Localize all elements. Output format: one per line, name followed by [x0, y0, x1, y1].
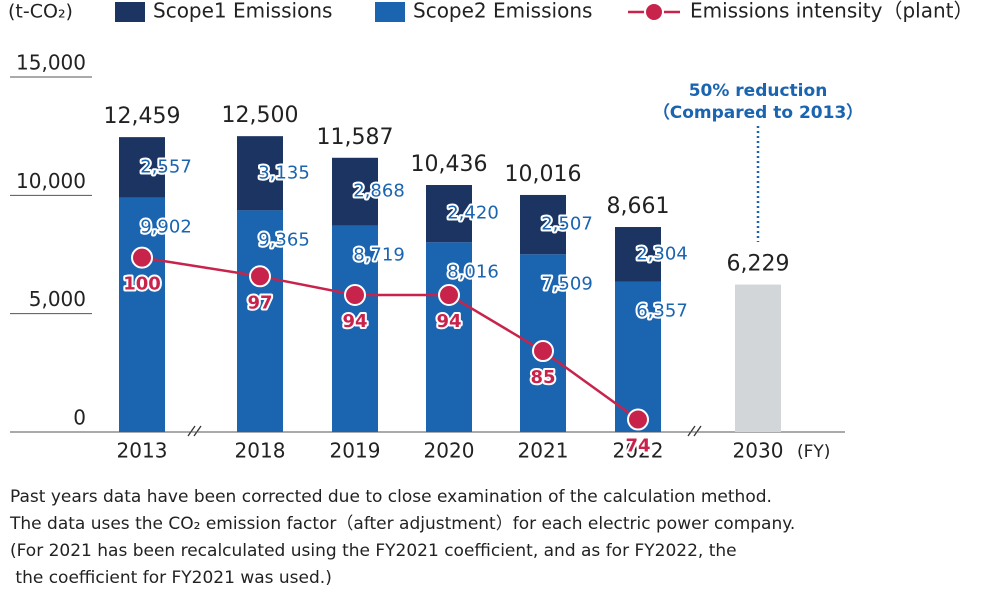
data-label: 2,304: [636, 243, 688, 264]
total-label: 10,436: [411, 152, 488, 177]
data-label: 7,509: [541, 273, 593, 294]
legend-swatch: [115, 2, 145, 22]
x-tick-label: 2022: [613, 439, 664, 463]
note: Past years data have been corrected due …: [10, 487, 772, 507]
x-tick-label: 2019: [330, 439, 381, 463]
x-tick-label: 2030: [733, 439, 784, 463]
intensity-marker: [438, 283, 460, 306]
y-tick-label: 10,000: [16, 169, 86, 193]
data-label: 8,719: [353, 245, 405, 266]
data-label: 2,507: [541, 214, 593, 235]
x-axis-label: (FY): [797, 442, 830, 462]
note: The data uses the CO₂ emission factor（af…: [9, 514, 795, 534]
intensity-line: [141, 256, 639, 421]
bar-segment: [119, 137, 165, 198]
data-label: 6,357: [636, 301, 688, 322]
bar-segment: [332, 225, 378, 432]
bar-segment: [615, 281, 661, 432]
intensity-marker: [532, 340, 554, 363]
data-label: 97: [247, 292, 272, 313]
data-label: 85: [530, 367, 555, 388]
data-label: 9,365: [258, 229, 310, 250]
y-tick-label: 5,000: [29, 287, 86, 311]
intensity-marker: [344, 283, 366, 306]
target-label: 6,229: [727, 252, 790, 277]
intensity-marker: [627, 408, 649, 431]
data-label: 100: [123, 274, 161, 295]
intensity-marker: [249, 265, 271, 288]
data-label: 2,420: [447, 203, 499, 224]
target-bar: [735, 284, 781, 432]
data-label: 2,557: [140, 156, 192, 177]
data-label: 94: [342, 311, 367, 332]
data-label: 94: [436, 311, 461, 332]
legend-label: Scope2 Emissions: [413, 0, 592, 23]
data-label: 9,902: [140, 217, 192, 238]
legend-swatch: [375, 2, 405, 22]
legend-label: Emissions intensity（plant）: [690, 0, 974, 23]
annotation: 50% reduction: [689, 81, 828, 101]
data-label: 8,016: [447, 261, 499, 282]
y-axis-label: (t-CO₂): [8, 1, 73, 23]
total-label: 11,587: [317, 125, 394, 150]
total-label: 12,459: [104, 104, 181, 129]
note: (For 2021 has been recalculated using th…: [10, 541, 737, 561]
x-tick-label: 2018: [235, 439, 286, 463]
data-label: 2,868: [353, 181, 405, 202]
bar-segment: [237, 210, 283, 432]
x-tick-label: 2013: [117, 439, 168, 463]
data-label: 74: [625, 436, 650, 457]
bar-segment: [119, 197, 165, 432]
bar-segment: [520, 194, 566, 255]
data-label: 3,135: [258, 162, 310, 183]
x-tick-label: 2021: [518, 439, 569, 463]
annotation: （Compared to 2013）: [653, 102, 864, 123]
total-label: 12,500: [222, 103, 299, 128]
y-tick-label: 0: [73, 406, 86, 430]
total-label: 10,016: [505, 162, 582, 187]
bar-segment: [332, 157, 378, 226]
legend-label: Scope1 Emissions: [153, 0, 332, 23]
x-tick-label: 2020: [424, 439, 475, 463]
legend-marker: [644, 2, 664, 22]
bar-segment: [426, 242, 472, 432]
intensity-marker: [131, 246, 153, 269]
axis-breaks: [187, 425, 702, 437]
bar-segment: [237, 136, 283, 211]
y-tick-label: 15,000: [16, 51, 86, 75]
total-label: 8,661: [607, 194, 670, 219]
note: the coefficient for FY2021 was used.): [10, 568, 332, 588]
bar-segment: [426, 185, 472, 243]
bar-segment: [615, 227, 661, 282]
